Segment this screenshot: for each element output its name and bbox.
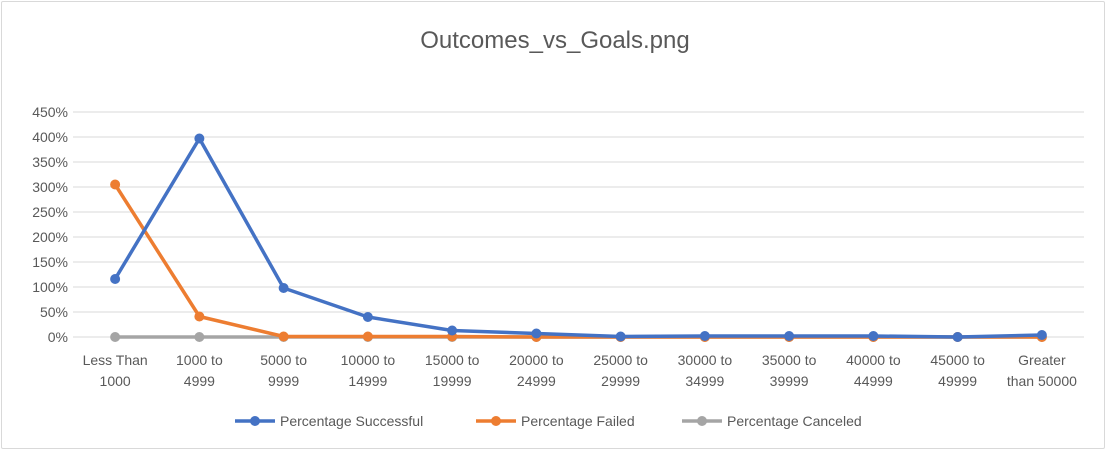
gridlines	[73, 111, 1084, 338]
data-point	[615, 331, 626, 342]
x-tick-label: Less Than 1000	[83, 352, 148, 389]
y-tick-label: 450%	[32, 104, 68, 120]
x-tick-label: Greater than 50000	[1007, 352, 1077, 389]
legend-entry: Percentage Canceled	[682, 413, 862, 429]
x-tick-label: 35000 to 39999	[762, 352, 817, 389]
x-tick-label: 25000 to 29999	[593, 352, 648, 389]
y-tick-label: 100%	[32, 279, 68, 295]
legend-marker	[250, 416, 260, 426]
data-point	[952, 332, 963, 342]
series-line	[113, 182, 1044, 339]
y-tick-label: 400%	[32, 129, 68, 145]
y-tick-label: 250%	[32, 204, 68, 220]
y-tick-label: 0%	[48, 329, 68, 345]
series-percentage-successful	[110, 133, 1047, 342]
data-point	[699, 331, 710, 341]
data-point	[784, 331, 795, 341]
x-tick-label: 1000 to 4999	[176, 352, 223, 389]
y-tick-label: 150%	[32, 254, 68, 270]
legend-marker	[697, 416, 707, 426]
x-tick-label: 5000 to 9999	[260, 352, 307, 389]
legend-label: Percentage Canceled	[727, 413, 862, 429]
data-point	[110, 274, 121, 284]
legend-label: Percentage Failed	[521, 413, 635, 429]
series-percentage-failed	[110, 179, 1047, 342]
data-point	[110, 332, 121, 342]
data-point	[447, 325, 458, 336]
y-tick-label: 200%	[32, 229, 68, 245]
data-point	[194, 311, 205, 322]
series-lines	[110, 133, 1047, 342]
legend-entry: Percentage Successful	[235, 413, 423, 429]
data-point	[362, 312, 373, 322]
data-point	[531, 328, 542, 339]
x-tick-label: 15000 to 19999	[425, 352, 480, 389]
y-tick-label: 300%	[32, 179, 68, 195]
data-point	[1036, 330, 1047, 340]
data-point	[868, 331, 879, 341]
data-point	[278, 283, 289, 293]
chart-title: Outcomes_vs_Goals.png	[420, 27, 689, 54]
x-tick-label: 40000 to 44999	[846, 352, 901, 389]
data-point	[194, 332, 205, 342]
data-point	[194, 133, 205, 144]
series-line	[113, 136, 1044, 339]
data-point	[110, 179, 121, 190]
legend-entry: Percentage Failed	[476, 413, 635, 429]
legend: Percentage Successful Percentage Failed Pe…	[235, 413, 862, 429]
x-tick-label: 30000 to 34999	[678, 352, 733, 389]
x-tick-label: 10000 to 14999	[341, 352, 396, 389]
data-point	[362, 331, 373, 342]
x-axis-ticks: Less Than 1000 1000 to 4999 5000 to 9999 10000…	[83, 352, 1078, 389]
data-point	[278, 331, 289, 342]
y-tick-label: 50%	[40, 304, 68, 320]
y-axis-ticks: 0% 50% 100% 150% 200% 250% 300% 350% 400% 450%	[32, 104, 68, 345]
x-tick-label: 45000 to 49999	[930, 352, 985, 389]
y-tick-label: 350%	[32, 154, 68, 170]
x-tick-label: 20000 to 24999	[509, 352, 564, 389]
legend-label: Percentage Successful	[280, 413, 423, 429]
legend-marker	[491, 416, 501, 426]
